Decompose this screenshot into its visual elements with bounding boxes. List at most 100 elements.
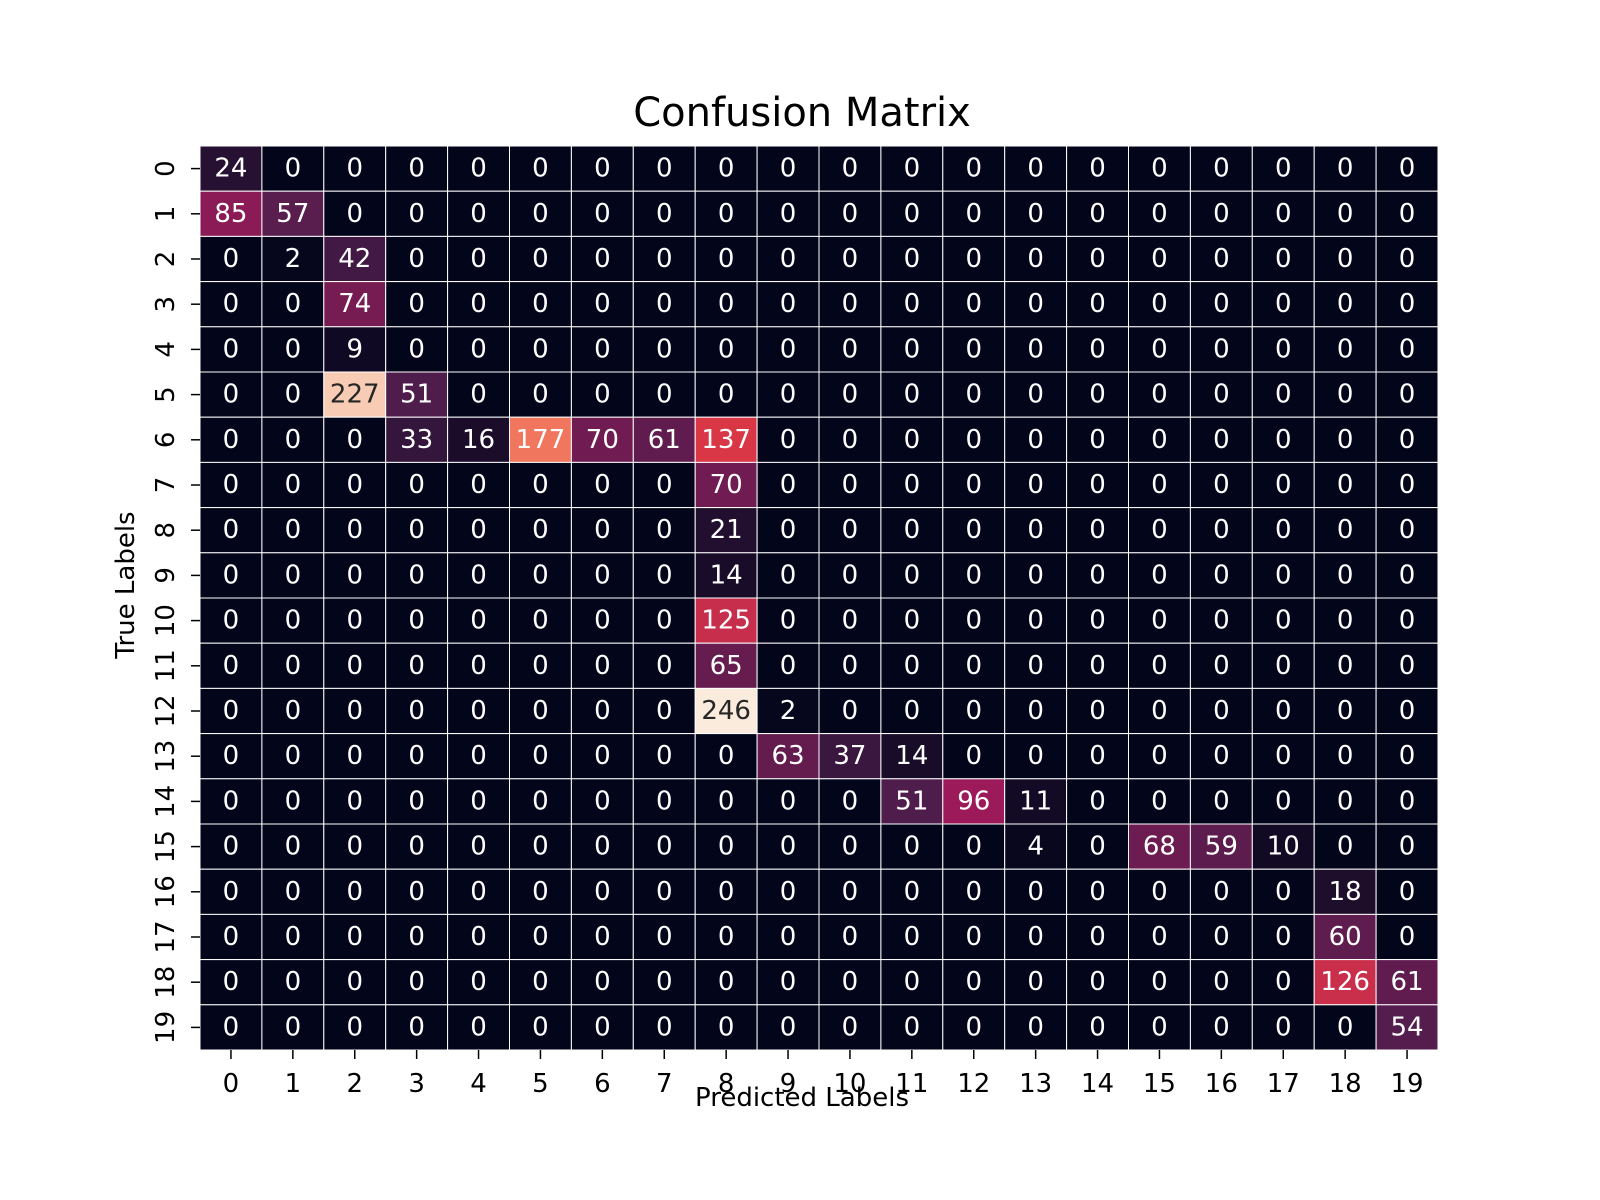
cell-value-label: 0: [223, 967, 240, 997]
cell-value-label: 0: [1275, 696, 1292, 726]
cell-value-label: 0: [346, 425, 363, 455]
heatmap-cell: [261, 597, 325, 644]
cell-value-label: 0: [346, 967, 363, 997]
cell-value-label: 0: [285, 651, 302, 681]
cell-value-label: 70: [586, 425, 619, 455]
cell-value-label: 0: [346, 515, 363, 545]
cell-value-label: 0: [1089, 922, 1106, 952]
heatmap-cell: [385, 371, 449, 418]
heatmap-cell: [632, 959, 696, 1006]
cell-value-label: 0: [408, 606, 425, 636]
heatmap-cell: [509, 642, 572, 689]
y-tick-label: 15: [151, 830, 181, 863]
cell-value-label: 74: [338, 289, 371, 319]
cell-value-label: 0: [656, 877, 673, 907]
x-tick-label: 12: [957, 1069, 990, 1099]
heatmap-cell: [261, 507, 325, 554]
cell-value-label: 0: [1027, 741, 1044, 771]
cell-value-label: 0: [904, 199, 921, 229]
heatmap-cell: [1375, 959, 1439, 1006]
cell-value-label: 0: [594, 334, 611, 364]
cell-value-label: 0: [594, 606, 611, 636]
cell-value-label: 0: [470, 651, 487, 681]
cell-value-label: 0: [965, 244, 982, 274]
cell-value-label: 0: [718, 786, 735, 816]
cell-value-label: 0: [718, 380, 735, 410]
heatmap-cell: [694, 868, 758, 915]
heatmap-cell: [261, 190, 325, 237]
heatmap-cell: [261, 642, 325, 689]
cell-value-label: 0: [1089, 199, 1106, 229]
cell-value-label: 0: [285, 967, 302, 997]
cell-value-label: 0: [842, 832, 859, 862]
heatmap-cell: [1004, 778, 1068, 825]
heatmap-cell: [694, 416, 758, 463]
heatmap-cell: [509, 733, 572, 780]
cell-value-label: 0: [223, 832, 240, 862]
cell-value-label: 0: [656, 786, 673, 816]
x-tick-label: 18: [1329, 1069, 1362, 1099]
heatmap-cell: [756, 145, 820, 192]
heatmap-cell: [632, 371, 696, 418]
heatmap-cell: [694, 461, 758, 509]
heatmap-cell: [694, 281, 758, 328]
heatmap-cell: [756, 371, 820, 418]
cell-value-label: 0: [532, 877, 549, 907]
heatmap-cell: [1375, 823, 1439, 870]
cell-value-label: 0: [470, 560, 487, 590]
cell-value-label: 70: [710, 470, 743, 500]
cell-value-label: 0: [1275, 380, 1292, 410]
cell-value-label: 0: [904, 515, 921, 545]
heatmap-cell: [1189, 1004, 1253, 1051]
heatmap-cell: [199, 416, 263, 463]
cell-value-label: 0: [532, 154, 549, 184]
cell-value-label: 0: [904, 1012, 921, 1042]
cell-value-label: 0: [594, 470, 611, 500]
heatmap-cell: [1066, 371, 1129, 418]
cell-value-label: 0: [780, 832, 797, 862]
heatmap-cell: [756, 235, 820, 283]
cell-value-label: 0: [842, 967, 859, 997]
cell-value-label: 51: [400, 380, 433, 410]
y-tick-label: 18: [151, 966, 181, 999]
cell-value-label: 0: [594, 967, 611, 997]
cell-value-label: 0: [1399, 380, 1416, 410]
heatmap-cell: [880, 371, 944, 418]
cell-value-label: 0: [842, 289, 859, 319]
heatmap-cell: [570, 326, 634, 373]
heatmap-cell: [570, 552, 634, 599]
heatmap-cell: [323, 959, 387, 1006]
cell-value-label: 0: [1027, 651, 1044, 681]
x-tick-label: 15: [1143, 1069, 1176, 1099]
cell-value-label: 0: [594, 154, 611, 184]
heatmap-cell: [818, 597, 882, 644]
heatmap-cell: [694, 326, 758, 373]
cell-value-label: 137: [701, 425, 751, 455]
heatmap-cell: [818, 235, 882, 283]
y-tick-label: 0: [151, 160, 181, 177]
cell-value-label: 0: [1151, 606, 1168, 636]
heatmap-cell: [694, 687, 758, 735]
cell-value-label: 0: [470, 696, 487, 726]
heatmap-cell: [1004, 552, 1068, 599]
cell-value-label: 0: [223, 289, 240, 319]
cell-value-label: 0: [718, 832, 735, 862]
cell-value-label: 0: [718, 334, 735, 364]
cell-value-label: 0: [408, 515, 425, 545]
heatmap-cell: [509, 597, 572, 644]
heatmap-cell: [323, 733, 387, 780]
cell-value-label: 0: [1151, 741, 1168, 771]
heatmap-cell: [1189, 823, 1253, 870]
heatmap-cell: [1375, 190, 1439, 237]
cell-value-label: 0: [1089, 877, 1106, 907]
cell-value-label: 0: [1275, 1012, 1292, 1042]
cell-value-label: 0: [532, 515, 549, 545]
y-tick-label: 11: [151, 649, 181, 682]
y-tick-label: 16: [151, 875, 181, 908]
heatmap-cell: [261, 823, 325, 870]
cell-value-label: 0: [285, 560, 302, 590]
cell-value-label: 0: [656, 1012, 673, 1042]
cell-value-label: 0: [1027, 199, 1044, 229]
heatmap-cell: [1251, 1004, 1315, 1051]
cell-value-label: 0: [842, 606, 859, 636]
